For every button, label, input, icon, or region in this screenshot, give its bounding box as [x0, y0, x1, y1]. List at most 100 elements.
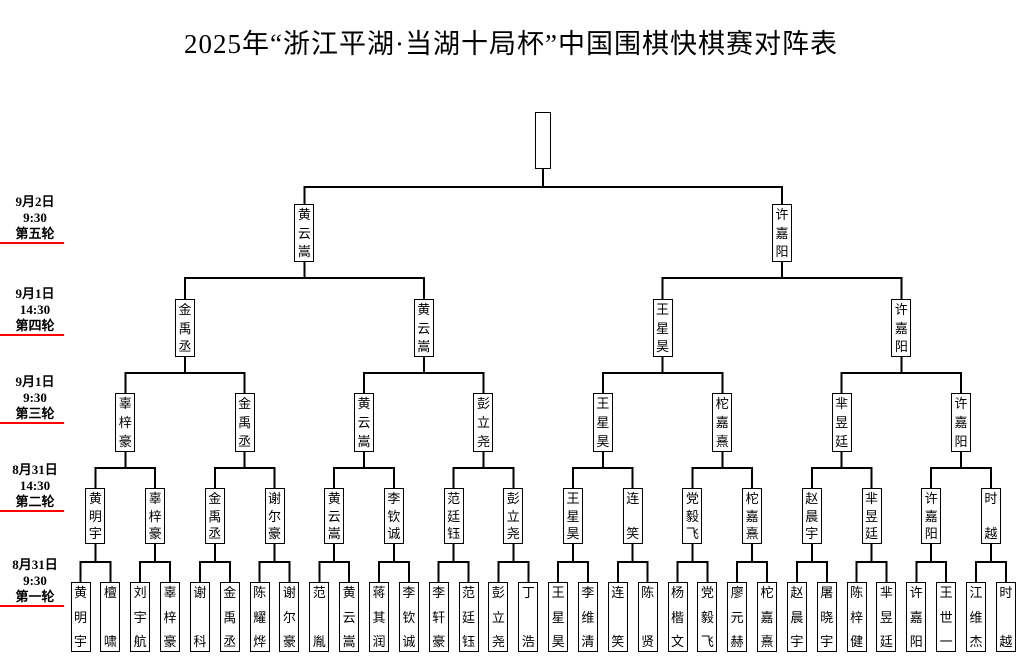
- player-name-char: 廷: [879, 634, 893, 649]
- player-name-char: 禹: [223, 609, 237, 625]
- player-name-char: 芈: [835, 396, 849, 411]
- player-box-round1-22: 党毅飞: [697, 582, 718, 652]
- player-box-round2-3: 金禹丞: [204, 488, 225, 544]
- round-label-round4: 9月1日 14:30 第四轮: [0, 286, 70, 334]
- player-name-char: 连: [626, 491, 640, 506]
- player-name-char: 许: [954, 396, 968, 411]
- player-box-round3-1: 辜梓豪: [115, 393, 136, 452]
- player-box-round1-21: 杨楷文: [667, 582, 688, 652]
- player-name-char: 丞: [178, 339, 192, 354]
- player-name-char: 许: [924, 491, 938, 506]
- player-box-round4-2: 黄云嵩: [413, 299, 434, 357]
- player-name-char: 柁: [715, 396, 729, 411]
- player-name-char: 晨: [805, 508, 819, 524]
- round3-time: 9:30: [23, 390, 47, 405]
- player-name-char: 禹: [208, 508, 222, 524]
- player-name-char: 尧: [506, 526, 520, 541]
- player-box-round5-2: 许嘉阳: [771, 204, 792, 262]
- player-name-char: 许: [909, 585, 923, 600]
- player-name-char: 许: [894, 302, 908, 317]
- player-box-round1-15: 彭立尧: [488, 582, 509, 652]
- player-name-char: 蒋: [372, 585, 386, 600]
- player-name-char: 贤: [641, 634, 655, 649]
- player-name-char: 维: [969, 609, 983, 625]
- player-name-char: 嵩: [297, 244, 311, 259]
- round5-date: 9月2日: [15, 194, 55, 209]
- player-name-char: 李: [387, 491, 401, 506]
- player-name-char: 谢: [193, 585, 207, 600]
- round5-underline: [0, 242, 64, 244]
- player-box-round1-2: 檀啸: [100, 582, 121, 652]
- player-name-char: 明: [88, 508, 102, 524]
- player-name-char: 彭: [476, 396, 490, 411]
- player-box-round1-4: 辜梓豪: [160, 582, 181, 652]
- player-box-round3-7: 芈昱廷: [831, 393, 852, 452]
- player-name-char: 丞: [223, 634, 237, 649]
- player-name-char: 廖: [730, 585, 744, 600]
- round-label-round1: 8月31日 9:30 第一轮: [0, 557, 70, 605]
- player-name-char: 昱: [865, 508, 879, 524]
- player-name-char: 丞: [208, 526, 222, 541]
- player-box-round3-4: 彭立尧: [473, 393, 494, 452]
- player-box-round2-10: 连笑: [622, 488, 643, 544]
- player-box-round5-1: 黄云嵩: [294, 204, 315, 262]
- player-name-char: 黄: [88, 491, 102, 506]
- player-box-round2-8: 彭立尧: [503, 488, 524, 544]
- player-box-round3-3: 黄云嵩: [354, 393, 375, 452]
- player-name-char: 嘉: [909, 609, 923, 625]
- player-name-char: 许: [775, 207, 789, 222]
- player-name-char: 赵: [805, 491, 819, 506]
- player-box-round2-14: 芈昱廷: [861, 488, 882, 544]
- round4-name: 第四轮: [15, 318, 55, 333]
- player-box-round1-6: 金禹丞: [219, 582, 240, 652]
- player-name-char: 云: [327, 508, 341, 524]
- round1-name: 第一轮: [15, 589, 55, 604]
- player-name-char: 世: [939, 609, 953, 625]
- player-box-round1-9: 范胤: [309, 582, 330, 652]
- player-name-char: 王: [939, 585, 953, 600]
- round4-date: 9月1日: [15, 286, 55, 301]
- player-name-char: 宇: [820, 634, 834, 649]
- player-box-round2-1: 黄明宇: [85, 488, 106, 544]
- player-name-char: 宇: [805, 526, 819, 541]
- player-name-char: 嘉: [894, 320, 908, 336]
- player-name-char: 飞: [685, 526, 699, 541]
- player-box-round3-6: 柁嘉熹: [712, 393, 733, 452]
- tournament-title: 2025年“浙江平湖·当湖十局杯”中国围棋快棋赛对阵表: [184, 29, 838, 59]
- player-box-round1-13: 李轩豪: [428, 582, 449, 652]
- player-box-round1-20: 陈贤: [637, 582, 658, 652]
- player-name-char: 尔: [268, 508, 282, 524]
- player-name-char: 嘉: [760, 609, 774, 625]
- player-name-char: 刘: [133, 585, 147, 600]
- player-name-char: 越: [984, 526, 998, 541]
- player-name-char: 黄: [73, 585, 87, 600]
- player-name-char: 金: [178, 302, 192, 317]
- round1-underline: [0, 605, 64, 607]
- round2-name: 第二轮: [15, 494, 55, 509]
- player-name-char: 谢: [282, 585, 296, 600]
- player-name-char: 豪: [118, 434, 132, 449]
- player-name-char: 王: [566, 491, 580, 506]
- player-name-char: 宇: [790, 634, 804, 649]
- player-name-char: 柁: [745, 491, 759, 506]
- player-name-char: 晨: [790, 609, 804, 625]
- player-name-char: 黄: [342, 585, 356, 600]
- player-name-char: 杰: [969, 634, 983, 649]
- player-name-char: 星: [566, 508, 580, 524]
- player-name-char: 阳: [909, 634, 923, 649]
- player-name-char: 云: [357, 415, 371, 430]
- player-name-char: 谢: [268, 491, 282, 506]
- player-box-round1-26: 屠晓宇: [816, 582, 837, 652]
- player-name-char: 党: [700, 585, 714, 600]
- player-name-char: 立: [506, 508, 520, 524]
- player-name-char: 廷: [462, 609, 476, 625]
- player-name-char: 江: [969, 585, 983, 600]
- player-name-char: 李: [581, 585, 595, 600]
- player-name-char: 王: [656, 302, 670, 317]
- player-name-char: 辜: [148, 491, 162, 506]
- player-box-round2-7: 范廷钰: [443, 488, 464, 544]
- player-name-char: 嘉: [924, 508, 938, 524]
- player-name-char: 李: [402, 585, 416, 600]
- player-name-char: 立: [476, 415, 490, 430]
- player-name-char: 润: [372, 634, 386, 649]
